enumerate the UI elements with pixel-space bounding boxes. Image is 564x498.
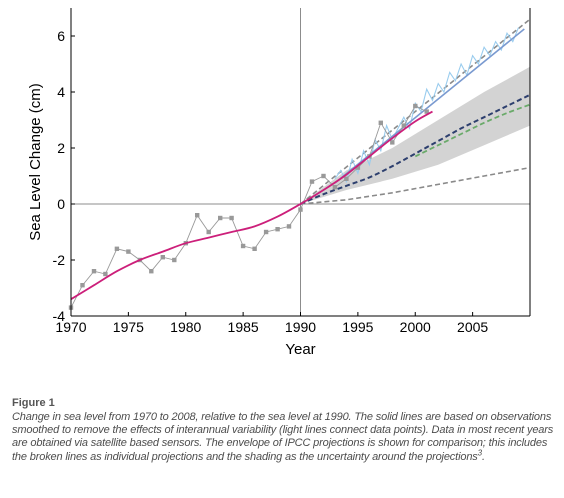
tide-gauge-point	[344, 176, 349, 181]
y-tick-label: -4	[53, 308, 66, 324]
tide-gauge-point	[218, 215, 223, 221]
caption-body: Change in sea level from 1970 to 2008, r…	[12, 411, 554, 463]
y-tick-label: 4	[57, 84, 65, 100]
series-layer	[68, 18, 531, 310]
x-tick-label: 1970	[55, 319, 86, 335]
x-tick-label: 1990	[285, 319, 316, 335]
tide-gauge-point	[401, 123, 406, 128]
reference-lines	[71, 8, 530, 316]
caption-reference: 3	[477, 447, 482, 457]
tide-gauge-point	[309, 179, 315, 184]
tide-gauge-point	[413, 103, 418, 109]
tide-gauge-point	[298, 207, 303, 212]
tide-gauge-point	[424, 109, 429, 114]
tide-gauge-point	[149, 269, 154, 274]
projection-mid-dashed-line	[300, 93, 531, 205]
tide-gauge-point	[91, 269, 97, 274]
x-tick-label: 1995	[342, 319, 373, 335]
satellite-trend-line	[334, 28, 525, 184]
tide-gauge-point	[103, 271, 108, 277]
tide-gauge-point	[229, 215, 234, 221]
tide-gauge-point	[252, 246, 257, 251]
tide-gauge-point	[160, 255, 165, 260]
y-tick-label: 6	[57, 28, 65, 44]
tick-labels: 1970 1975 1980 1985 1990 1995 2000 2005 -4 -2 0 2 4 6	[53, 28, 489, 335]
tide-gauge-point	[195, 213, 200, 218]
tide-gauge-point	[206, 229, 211, 235]
caption-text: Change in sea level from 1970 to 2008, r…	[12, 411, 560, 464]
tide-gauge-point	[390, 140, 395, 145]
x-tick-label: 2000	[400, 319, 431, 335]
tide-gauge-point	[275, 227, 280, 232]
x-tick-label: 1975	[113, 319, 144, 335]
x-axis-label: Year	[285, 341, 315, 358]
figure-label: Figure 1	[12, 397, 55, 409]
satellite-data-line	[334, 27, 520, 184]
tide-gauge-point	[332, 185, 338, 190]
tide-gauge-point	[321, 173, 326, 179]
tide-gauge-point	[172, 257, 177, 263]
sea-level-chart: 1970 1975 1980 1985 1990 1995 2000 2005 -4 -2 0 2 4 6…	[27, 8, 531, 358]
tide-gauge-point	[355, 165, 361, 170]
y-tick-label: 0	[57, 196, 65, 212]
y-tick-label: 2	[57, 140, 65, 156]
tide-gauge-connect-line	[70, 105, 427, 308]
tide-gauge-point	[378, 120, 383, 125]
x-tick-label: 1980	[170, 319, 201, 335]
projection-lower-dashed-line	[300, 166, 531, 205]
tide-gauge-point	[80, 283, 85, 288]
tide-gauge-point	[240, 243, 246, 249]
tide-gauge-point	[263, 229, 269, 235]
figure-caption: Figure 1 Change in sea level from 1970 t…	[12, 397, 560, 464]
caption-end: .	[481, 450, 485, 463]
x-tick-label: 1985	[228, 319, 259, 335]
y-tick-label: -2	[53, 252, 66, 268]
tide-gauge-point	[286, 224, 292, 229]
y-axis-label: Sea Level Change (cm)	[27, 83, 44, 241]
axes	[70, 8, 531, 317]
tide-gauge-point	[114, 246, 120, 251]
x-tick-label: 2005	[457, 319, 488, 335]
tide-gauge-point	[126, 249, 131, 254]
smoothed-observation-line	[70, 110, 433, 300]
